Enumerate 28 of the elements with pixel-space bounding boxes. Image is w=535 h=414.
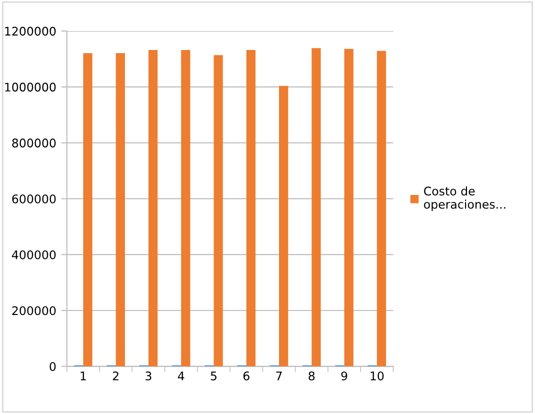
bar — [312, 48, 321, 366]
y-tick-label: 800000 — [12, 138, 56, 148]
bar — [376, 50, 386, 366]
x-tick-label: 10 — [370, 371, 384, 380]
x-tick-label: 9 — [341, 371, 348, 380]
bar — [279, 86, 288, 366]
x-tick-label: 2 — [112, 371, 118, 380]
y-tick-label: 600000 — [12, 194, 56, 204]
bar — [116, 53, 125, 366]
bar — [246, 50, 256, 366]
bar — [148, 50, 158, 366]
y-tick-label: 1000000 — [5, 82, 56, 92]
x-tick-label: 6 — [243, 371, 250, 380]
bar — [181, 50, 190, 366]
x-tick-label: 5 — [210, 372, 216, 380]
x-tick-label: 7 — [276, 372, 282, 380]
y-tick-label: 0 — [50, 362, 56, 372]
legend-label: Costo de operaciones... — [424, 186, 506, 212]
x-tick-label: 8 — [308, 371, 315, 380]
y-tick-label: 1200000 — [5, 26, 56, 36]
bar — [83, 53, 92, 366]
bar — [214, 55, 223, 366]
y-tick-label: 400000 — [12, 250, 56, 260]
x-tick-label: 4 — [178, 372, 184, 380]
y-tick-label: 200000 — [12, 306, 56, 316]
x-tick-label: 3 — [146, 371, 152, 380]
bar — [344, 48, 354, 366]
x-tick-label: 1 — [80, 372, 86, 380]
